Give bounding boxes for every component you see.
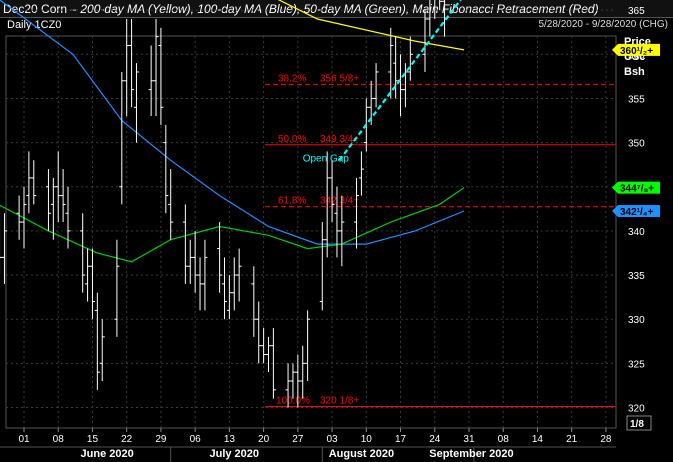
x-tick-label: 24 bbox=[429, 434, 441, 445]
open-gap-label: Open Gap bbox=[303, 154, 350, 165]
x-tick-label: 29 bbox=[155, 434, 167, 445]
y-tick-label: 325 bbox=[628, 359, 645, 370]
x-tick-label: 10 bbox=[361, 434, 373, 445]
x-tick-label: 28 bbox=[600, 434, 612, 445]
fib-percent-label: 50.0% bbox=[278, 134, 306, 145]
scale-box-label: 1/8 bbox=[630, 419, 644, 430]
month-label: September 2020 bbox=[429, 448, 513, 460]
ma100-line bbox=[0, 0, 465, 245]
y-tick-label: 330 bbox=[628, 315, 645, 326]
fib-price-label: 356 5/8+ bbox=[320, 73, 359, 84]
x-tick-label: 15 bbox=[87, 434, 99, 445]
price-tag-label: 342¹/₄+ bbox=[620, 207, 654, 218]
symbol-title: Dec20 Corn bbox=[3, 2, 68, 16]
open-gap-trendline bbox=[338, 0, 462, 161]
x-tick-label: 08 bbox=[498, 434, 510, 445]
indicator-legend: – 200-day MA (Yellow), 100-day MA (Blue)… bbox=[70, 2, 599, 16]
x-tick-label: 20 bbox=[258, 434, 270, 445]
x-tick-label: 13 bbox=[224, 434, 236, 445]
x-tick-label: 03 bbox=[327, 434, 339, 445]
x-tick-label: 22 bbox=[121, 434, 133, 445]
plot-frame bbox=[5, 35, 617, 429]
price-tag bbox=[618, 181, 660, 194]
date-range: 5/28/2020 - 9/28/2020 (CHG) bbox=[538, 19, 668, 30]
y-tick-label: 355 bbox=[628, 94, 645, 105]
y-tick-label: 350 bbox=[628, 139, 645, 150]
ma200-line bbox=[277, 0, 465, 51]
price-tag-label: 360¹/₂+ bbox=[620, 46, 653, 57]
y-tick-label: 335 bbox=[628, 271, 645, 282]
price-tag-label: 344⁷/₈+ bbox=[620, 184, 654, 195]
fib-price-label: 320 1/8+ bbox=[320, 395, 359, 406]
month-label: July 2020 bbox=[209, 448, 259, 460]
y-tick-label: 365 bbox=[628, 6, 645, 17]
axis-unit-label: Bsh bbox=[624, 66, 645, 78]
fib-price-label: 349 3/4+ bbox=[320, 134, 359, 145]
x-tick-label: 17 bbox=[395, 434, 407, 445]
month-label: June 2020 bbox=[81, 448, 134, 460]
scale-box bbox=[626, 415, 652, 431]
x-tick-label: 08 bbox=[53, 434, 65, 445]
price-tag-pointer bbox=[612, 205, 618, 218]
ohlc-bars bbox=[0, 0, 446, 408]
fib-percent-label: 100.0% bbox=[276, 395, 310, 406]
y-tick-label: 320 bbox=[628, 404, 645, 415]
ma50-line bbox=[0, 187, 465, 263]
price-tag-pointer bbox=[612, 181, 618, 194]
x-tick-label: 06 bbox=[190, 434, 202, 445]
fib-percent-label: 61.8% bbox=[278, 196, 306, 207]
x-tick-label: 27 bbox=[292, 434, 304, 445]
price-tag-pointer bbox=[612, 43, 618, 56]
fib-percent-label: 38.2% bbox=[278, 73, 306, 84]
x-tick-label: 14 bbox=[532, 434, 544, 445]
chart-title-bar: Dec20 Corn – 200-day MA (Yellow), 100-da… bbox=[0, 0, 673, 18]
x-tick-label: 21 bbox=[566, 434, 578, 445]
x-tick-label: 01 bbox=[18, 434, 30, 445]
fib-price-label: 342 3/4+ bbox=[320, 196, 359, 207]
x-tick-label: 31 bbox=[463, 434, 475, 445]
y-tick-label: 340 bbox=[628, 227, 645, 238]
price-tag bbox=[618, 43, 660, 56]
price-tag bbox=[618, 205, 660, 218]
month-label: August 2020 bbox=[329, 448, 394, 460]
